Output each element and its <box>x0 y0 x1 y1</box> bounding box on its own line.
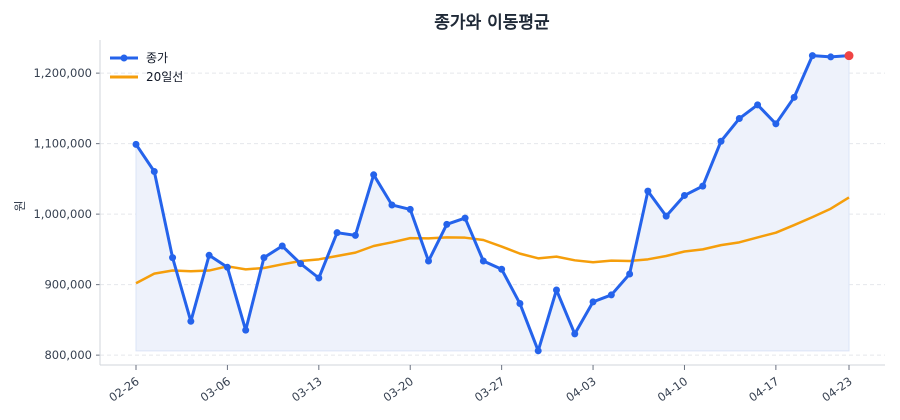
close-point <box>479 257 487 265</box>
close-point <box>297 260 305 268</box>
close-point <box>443 220 451 228</box>
close-point <box>406 205 414 213</box>
close-point <box>607 291 615 299</box>
y-tick-label: 1,100,000 <box>33 137 92 151</box>
last-close-marker <box>844 51 854 61</box>
legend-close-label: 종가 <box>146 51 168 65</box>
close-point <box>772 120 780 128</box>
x-tick-label: 04-10 <box>655 374 690 405</box>
close-point <box>644 187 652 195</box>
close-area-fill <box>135 55 850 353</box>
ma20-line <box>135 196 850 285</box>
close-point <box>699 182 707 190</box>
y-tick-label: 800,000 <box>44 348 92 362</box>
close-point <box>534 347 542 355</box>
close-point <box>388 201 396 209</box>
close-point <box>370 171 378 179</box>
series-lines <box>132 51 854 355</box>
close-point <box>132 140 140 148</box>
close-point <box>626 270 634 278</box>
legend: 종가 20일선 <box>110 51 183 84</box>
close-point <box>223 263 231 271</box>
x-axis: 02-26 03-06 03-13 03-20 03-27 04-03 04-10 04-17… <box>100 364 885 405</box>
y-tick-label: 1,000,000 <box>33 207 92 221</box>
close-point <box>808 52 816 60</box>
legend-close-marker <box>120 54 128 62</box>
close-line <box>134 54 850 353</box>
x-tick-label: 03-13 <box>289 374 324 405</box>
x-tick-label: 03-06 <box>198 374 233 405</box>
y-tick-label: 1,200,000 <box>33 66 92 80</box>
close-point <box>498 265 506 273</box>
close-point <box>315 274 323 282</box>
x-tick-label: 04-17 <box>746 374 781 405</box>
chart-title: 종가와 이동평균 <box>434 13 550 33</box>
close-point <box>425 257 433 265</box>
close-point <box>278 242 286 250</box>
close-point <box>680 191 688 199</box>
close-point <box>150 167 158 175</box>
x-tick-label: 04-23 <box>819 374 854 405</box>
legend-ma20-label: 20일선 <box>146 70 183 84</box>
x-tick-label: 02-26 <box>106 374 141 405</box>
close-point <box>589 298 597 306</box>
close-point <box>169 254 177 262</box>
close-point <box>205 251 213 259</box>
close-point <box>242 326 250 334</box>
close-point <box>735 115 743 123</box>
x-tick-label: 04-03 <box>563 374 598 405</box>
close-point <box>552 286 560 294</box>
x-tick-label: 03-27 <box>472 374 507 405</box>
x-tick-label: 03-20 <box>381 374 416 405</box>
close-point <box>516 300 524 308</box>
close-point <box>461 214 469 222</box>
y-tick-label: 900,000 <box>44 278 92 292</box>
close-point <box>790 93 798 101</box>
close-point <box>260 254 268 262</box>
close-point <box>717 137 725 145</box>
close-point <box>351 231 359 239</box>
close-point <box>333 229 341 237</box>
close-point <box>827 53 835 61</box>
close-point <box>571 330 579 338</box>
close-point <box>662 212 670 220</box>
close-point <box>754 101 762 109</box>
y-axis-label: 원 <box>13 200 27 211</box>
close-point <box>187 317 195 325</box>
y-axis: 800,000 900,000 1,000,000 1,100,000 1,200,00… <box>33 40 101 365</box>
